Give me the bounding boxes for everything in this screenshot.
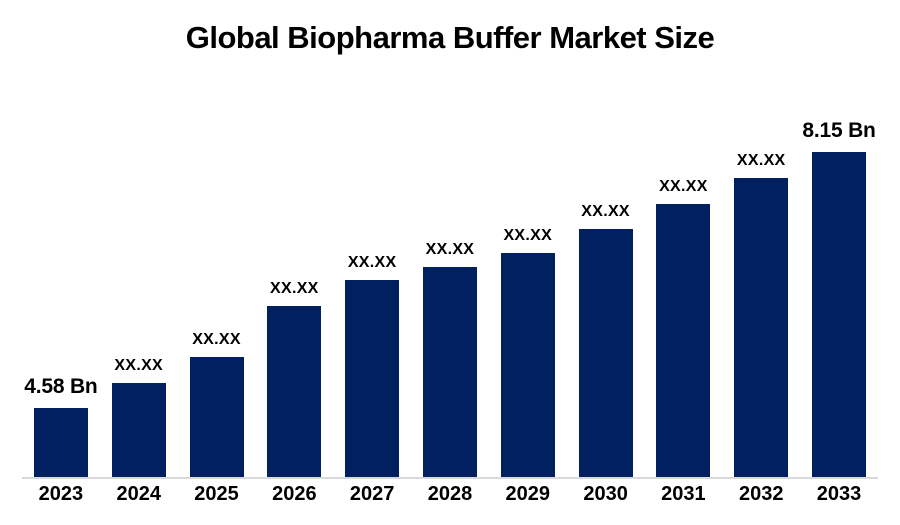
bar-value-label: 8.15 Bn [802, 119, 876, 142]
x-axis-tick-label: 2024 [116, 483, 161, 505]
bar-column: XX.XX [333, 100, 411, 477]
bar [500, 253, 555, 477]
bar-value-label: XX.XX [114, 357, 164, 374]
bar-value-label: XX.XX [736, 152, 786, 169]
bar [111, 383, 166, 477]
bar-value-label: 4.58 Bn [24, 375, 98, 398]
x-axis-tick-label: 2031 [661, 483, 706, 505]
bar-value-label: XX.XX [192, 331, 241, 348]
bar [734, 178, 789, 477]
x-axis-tick-label: 2027 [349, 483, 395, 505]
bar [267, 306, 322, 477]
bar-column: XX.XX [178, 100, 256, 477]
bar-column: XX.XX [722, 100, 800, 477]
x-axis-tick-label: 2028 [427, 483, 473, 505]
bar-value-label: XX.XX [270, 280, 319, 297]
bar-column: XX.XX [255, 100, 333, 477]
x-axis-tick-label: 2030 [583, 483, 628, 505]
x-axis-line [22, 477, 878, 479]
x-axis-tick-label: 2029 [505, 483, 551, 505]
bar-column: 8.15 Bn [800, 100, 878, 477]
bar [345, 280, 400, 477]
bar-value-label: XX.XX [503, 227, 553, 244]
bar-value-label: XX.XX [659, 178, 708, 195]
bar-value-label: XX.XX [581, 203, 630, 220]
x-axis-tick-label: 2026 [272, 483, 317, 505]
bar-value-label: XX.XX [347, 254, 397, 271]
chart-title: Global Biopharma Buffer Market Size [185, 20, 715, 55]
x-axis-tick-label: 2023 [38, 483, 84, 505]
plot-area: 4.58 Bn XX.XX XX.XX XX.XX XX.XX XX.XX XX… [22, 100, 878, 477]
x-axis-tick-label: 2033 [816, 483, 862, 505]
bar [189, 357, 244, 477]
bar [33, 408, 88, 477]
bar-column: XX.XX [645, 100, 723, 477]
bar-column: XX.XX [567, 100, 645, 477]
bar-column: XX.XX [100, 100, 178, 477]
x-axis-tick-label: 2032 [738, 483, 784, 505]
bar-column: XX.XX [411, 100, 489, 477]
bar [656, 204, 711, 477]
bar-column: 4.58 Bn [22, 100, 100, 477]
x-axis-tick-row: 2023 2024 2025 2026 2027 2028 2029 2030 … [22, 483, 878, 506]
x-axis-tick-label: 2025 [194, 483, 239, 505]
bar-value-label: XX.XX [425, 241, 475, 258]
bar-column: XX.XX [489, 100, 567, 477]
bar [422, 267, 477, 477]
bar [812, 152, 867, 477]
bar [578, 229, 633, 477]
